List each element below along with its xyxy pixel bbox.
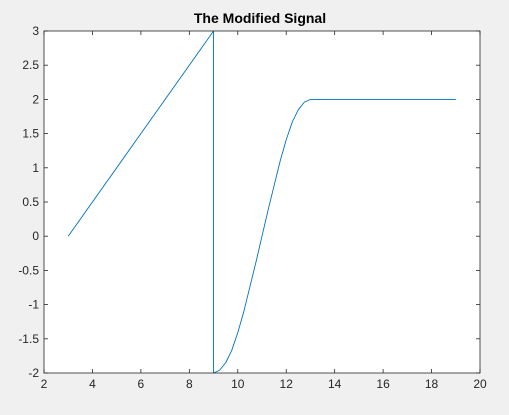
x-axis: 2 4 6 8 10 12 14 16 18 20: [41, 31, 487, 391]
x-tick-label: 18: [425, 377, 439, 391]
y-tick-label: -1.5: [18, 332, 39, 346]
series-layer: [67, 30, 456, 374]
y-tick-label: -0.5: [18, 263, 39, 277]
chart-title: The Modified Signal: [194, 10, 326, 26]
x-tick-label: 12: [280, 377, 294, 391]
y-tick-label: -1: [28, 298, 39, 312]
y-tick-label: 0: [32, 229, 39, 243]
y-tick-label: 0.5: [22, 195, 39, 209]
x-tick-label: 6: [138, 377, 145, 391]
plot-area: [44, 31, 480, 373]
y-axis: -2 -1.5 -1 -0.5 0 0.5 1 1.5 2 2.5 3: [18, 24, 480, 380]
x-tick-label: 14: [328, 377, 342, 391]
x-tick-label: 16: [376, 377, 390, 391]
x-tick-label: 20: [473, 377, 487, 391]
x-tick-label: 8: [186, 377, 193, 391]
y-tick-label: 1.5: [22, 127, 39, 141]
y-tick-label: 2.5: [22, 58, 39, 72]
y-tick-label: 1: [32, 161, 39, 175]
x-tick-label: 4: [89, 377, 96, 391]
y-tick-label: -2: [28, 366, 39, 380]
y-tick-label: 3: [32, 24, 39, 38]
series-line-0: [67, 30, 456, 374]
y-tick-label: 2: [32, 92, 39, 106]
x-tick-label: 10: [231, 377, 245, 391]
x-tick-label: 2: [41, 377, 48, 391]
